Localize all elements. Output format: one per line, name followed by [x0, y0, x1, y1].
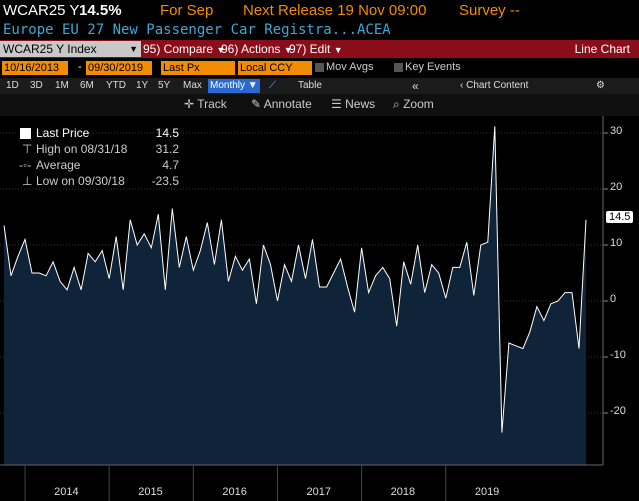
start-date-input[interactable]: 10/16/2013 — [2, 61, 68, 75]
collapse-icon[interactable]: « — [412, 79, 419, 93]
period-ytd[interactable]: YTD — [106, 80, 126, 91]
function-toolbar: WCAR25 Y Index ▼ 95) Compare ▼ 96) Actio… — [0, 40, 639, 58]
next-release: Next Release 19 Nov 09:00 — [243, 2, 427, 19]
header-bar: WCAR25 Y 14.5% For Sep Next Release 19 N… — [0, 0, 639, 22]
zoom-button[interactable]: ⌕ Zoom — [393, 97, 434, 111]
y-tick-label: 0 — [610, 293, 617, 305]
actions-button[interactable]: 96) Actions ▼ — [221, 42, 293, 56]
y-tick-label: -10 — [610, 349, 626, 361]
mov-avgs-checkbox[interactable] — [315, 63, 324, 72]
x-tick-label: 2015 — [138, 486, 163, 498]
chevron-down-icon: ▼ — [216, 45, 226, 55]
legend-last-price: Last Price 14.5 — [8, 126, 183, 142]
average-marker-icon: -◦- — [19, 158, 32, 172]
end-date-input[interactable]: 09/30/2019 — [86, 61, 152, 75]
legend-average: -◦- Average 4.7 — [19, 158, 179, 172]
last-value: 14.5% — [79, 2, 122, 19]
chart-tools-row: ✛ Track ✎ Annotate ☰ News ⌕ Zoom — [0, 94, 639, 116]
annotate-button[interactable]: ✎ Annotate — [251, 97, 312, 111]
edit-button[interactable]: 97) Edit ▼ — [289, 42, 343, 56]
series-swatch-icon — [20, 128, 31, 139]
date-range-row: 10/16/2013 - 09/30/2019 Last Px Local CC… — [0, 60, 639, 77]
chevron-down-icon: ▼ — [283, 45, 293, 55]
period-1m[interactable]: 1M — [55, 80, 69, 91]
mov-avgs-label: Mov Avgs — [326, 61, 374, 73]
series-line — [3, 126, 587, 433]
chevron-left-icon: ‹ — [460, 80, 464, 91]
chevron-down-icon: ▼ — [129, 44, 138, 54]
frequency-select[interactable]: Monthly ▼ — [208, 79, 260, 93]
news-button[interactable]: ☰ News — [331, 97, 376, 111]
x-tick-label: 2018 — [390, 486, 416, 498]
x-tick-marks — [24, 465, 447, 501]
legend-high: ⊤ High on 08/31/18 31.2 — [22, 142, 179, 156]
key-events-checkbox[interactable] — [394, 63, 403, 72]
period-1d[interactable]: 1D — [6, 80, 19, 91]
news-icon: ☰ — [331, 97, 342, 111]
legend-low: ⊥ Low on 09/30/18 -23.5 — [22, 174, 179, 188]
high-marker-icon: ⊤ — [22, 142, 33, 156]
last-value-badge: 14.5 — [606, 211, 634, 223]
chart-type-label: Line Chart — [574, 42, 630, 56]
period-5y[interactable]: 5Y — [158, 80, 171, 91]
currency-select[interactable]: Local CCY — [238, 61, 312, 75]
period-3d[interactable]: 3D — [30, 80, 43, 91]
x-tick-label: 2017 — [306, 486, 332, 498]
security-field[interactable]: WCAR25 Y Index ▼ — [0, 41, 141, 57]
x-tick-label: 2016 — [222, 486, 247, 498]
period-1y[interactable]: 1Y — [136, 80, 149, 91]
series-description: Europe EU 27 New Passenger Car Registra.… — [3, 22, 391, 38]
date-separator: - — [78, 61, 82, 73]
x-tick-label: 2019 — [474, 486, 500, 498]
line-chart-icon[interactable]: ⟋ — [269, 80, 276, 91]
survey-label: Survey -- — [459, 2, 520, 19]
y-tick-label: 10 — [610, 237, 623, 249]
chart-content-button[interactable]: ‹ Chart Content — [460, 80, 529, 91]
gear-icon[interactable]: ⚙ — [596, 80, 605, 91]
for-label: For Sep — [160, 2, 214, 19]
chevron-down-icon: ▼ — [247, 80, 258, 91]
x-tick-label: 2014 — [54, 486, 79, 498]
description-bar: Europe EU 27 New Passenger Car Registra.… — [0, 22, 639, 40]
table-button[interactable]: Table — [298, 80, 322, 91]
y-tick-marks — [603, 132, 608, 414]
zoom-icon: ⌕ — [393, 97, 400, 111]
track-button[interactable]: ✛ Track — [184, 97, 227, 111]
compare-button[interactable]: 95) Compare ▼ — [143, 42, 226, 56]
crosshair-icon: ✛ — [184, 97, 195, 111]
pencil-icon: ✎ — [251, 97, 262, 111]
price-chart[interactable] — [0, 116, 639, 501]
field-select[interactable]: Last Px — [161, 61, 235, 75]
ticker-label: WCAR25 Y — [3, 2, 80, 19]
y-tick-label: 30 — [610, 125, 623, 137]
period-6m[interactable]: 6M — [80, 80, 94, 91]
low-marker-icon: ⊥ — [22, 174, 33, 188]
y-tick-label: 20 — [610, 181, 623, 193]
period-max[interactable]: Max — [183, 80, 202, 91]
key-events-label: Key Events — [405, 61, 461, 73]
y-tick-label: -20 — [610, 405, 626, 417]
chevron-down-icon: ▼ — [333, 45, 343, 55]
series-area — [4, 126, 586, 466]
period-row: 1D 3D 1M 6M YTD 1Y 5Y Max Monthly ▼ ⟋ Ta… — [0, 78, 639, 94]
